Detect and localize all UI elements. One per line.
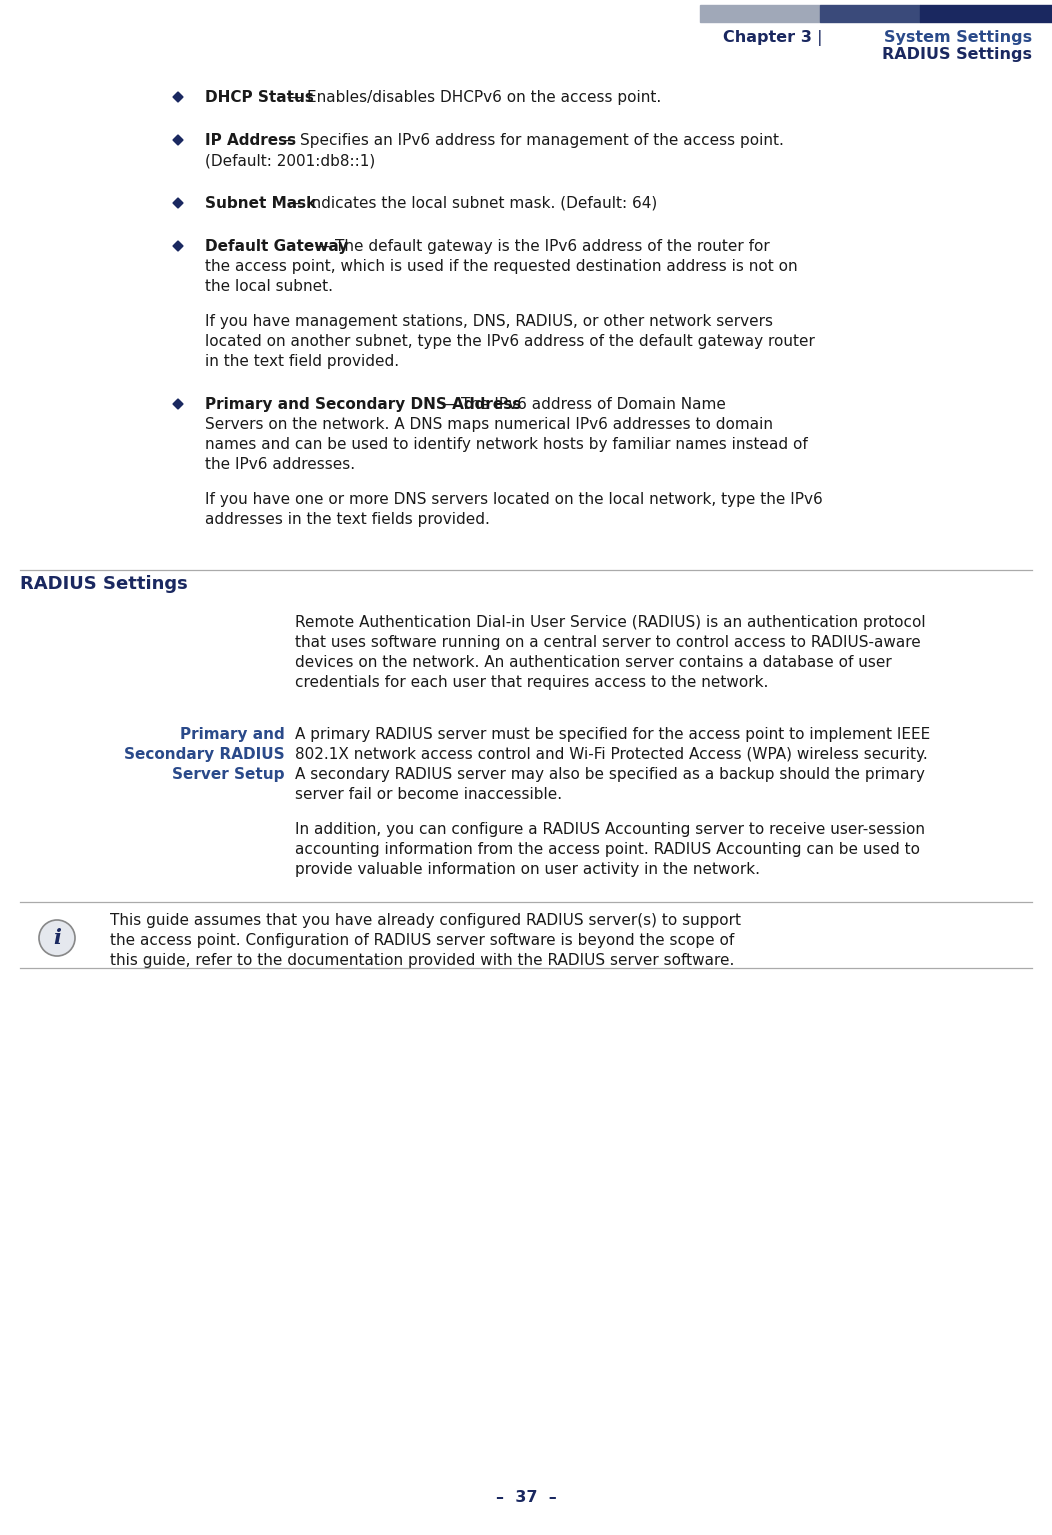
Text: A secondary RADIUS server may also be specified as a backup should the primary: A secondary RADIUS server may also be sp… xyxy=(295,768,925,781)
Text: RADIUS Settings: RADIUS Settings xyxy=(20,576,187,593)
Text: located on another subnet, type the IPv6 address of the default gateway router: located on another subnet, type the IPv6… xyxy=(205,335,815,348)
Text: that uses software running on a central server to control access to RADIUS-aware: that uses software running on a central … xyxy=(295,635,920,649)
Text: — Specifies an IPv6 address for management of the access point.: — Specifies an IPv6 address for manageme… xyxy=(275,134,784,147)
Text: IP Address: IP Address xyxy=(205,134,296,147)
Text: the access point, which is used if the requested destination address is not on: the access point, which is used if the r… xyxy=(205,259,797,275)
Text: — Indicates the local subnet mask. (Default: 64): — Indicates the local subnet mask. (Defa… xyxy=(282,196,658,210)
Text: this guide, refer to the documentation provided with the RADIUS server software.: this guide, refer to the documentation p… xyxy=(110,953,734,969)
Text: Server Setup: Server Setup xyxy=(173,768,285,781)
Text: the local subnet.: the local subnet. xyxy=(205,279,333,295)
Text: provide valuable information on user activity in the network.: provide valuable information on user act… xyxy=(295,863,760,876)
Text: addresses in the text fields provided.: addresses in the text fields provided. xyxy=(205,513,490,527)
Text: in the text field provided.: in the text field provided. xyxy=(205,355,399,368)
Text: — Enables/disables DHCPv6 on the access point.: — Enables/disables DHCPv6 on the access … xyxy=(282,91,661,104)
Text: — The IPv6 address of Domain Name: — The IPv6 address of Domain Name xyxy=(436,398,726,411)
Polygon shape xyxy=(173,135,183,144)
Text: names and can be used to identify network hosts by familiar names instead of: names and can be used to identify networ… xyxy=(205,437,808,451)
Text: |: | xyxy=(812,31,828,46)
Text: devices on the network. An authentication server contains a database of user: devices on the network. An authenticatio… xyxy=(295,655,892,669)
Text: RADIUS Settings: RADIUS Settings xyxy=(882,48,1032,61)
Text: Primary and: Primary and xyxy=(180,728,285,741)
Text: Remote Authentication Dial-in User Service (RADIUS) is an authentication protoco: Remote Authentication Dial-in User Servi… xyxy=(295,616,926,629)
Text: Secondary RADIUS: Secondary RADIUS xyxy=(124,748,285,761)
Circle shape xyxy=(39,919,75,956)
Text: i: i xyxy=(53,929,61,949)
Polygon shape xyxy=(173,92,183,101)
Text: (Default: 2001:db8::1): (Default: 2001:db8::1) xyxy=(205,154,376,167)
Bar xyxy=(920,5,1052,21)
Text: 802.1X network access control and Wi-Fi Protected Access (WPA) wireless security: 802.1X network access control and Wi-Fi … xyxy=(295,748,928,761)
Text: System Settings: System Settings xyxy=(884,31,1032,45)
Text: Servers on the network. A DNS maps numerical IPv6 addresses to domain: Servers on the network. A DNS maps numer… xyxy=(205,418,773,431)
Text: — The default gateway is the IPv6 address of the router for: — The default gateway is the IPv6 addres… xyxy=(309,239,769,253)
Bar xyxy=(700,5,820,21)
Text: In addition, you can configure a RADIUS Accounting server to receive user-sessio: In addition, you can configure a RADIUS … xyxy=(295,823,925,837)
Polygon shape xyxy=(173,198,183,209)
Polygon shape xyxy=(173,241,183,252)
Text: server fail or become inaccessible.: server fail or become inaccessible. xyxy=(295,787,562,801)
Text: This guide assumes that you have already configured RADIUS server(s) to support: This guide assumes that you have already… xyxy=(110,913,741,929)
Text: the access point. Configuration of RADIUS server software is beyond the scope of: the access point. Configuration of RADIU… xyxy=(110,933,734,949)
Polygon shape xyxy=(173,399,183,408)
Text: DHCP Status: DHCP Status xyxy=(205,91,313,104)
Text: If you have management stations, DNS, RADIUS, or other network servers: If you have management stations, DNS, RA… xyxy=(205,315,773,328)
Text: accounting information from the access point. RADIUS Accounting can be used to: accounting information from the access p… xyxy=(295,843,920,857)
Text: Chapter 3: Chapter 3 xyxy=(723,31,812,45)
Text: Primary and Secondary DNS Address: Primary and Secondary DNS Address xyxy=(205,398,521,411)
Text: the IPv6 addresses.: the IPv6 addresses. xyxy=(205,457,356,471)
Bar xyxy=(820,5,920,21)
Text: A primary RADIUS server must be specified for the access point to implement IEEE: A primary RADIUS server must be specifie… xyxy=(295,728,930,741)
Text: Default Gateway: Default Gateway xyxy=(205,239,348,253)
Text: credentials for each user that requires access to the network.: credentials for each user that requires … xyxy=(295,675,768,691)
Text: Subnet Mask: Subnet Mask xyxy=(205,196,317,210)
Text: If you have one or more DNS servers located on the local network, type the IPv6: If you have one or more DNS servers loca… xyxy=(205,493,823,507)
Text: –  37  –: – 37 – xyxy=(495,1489,557,1504)
